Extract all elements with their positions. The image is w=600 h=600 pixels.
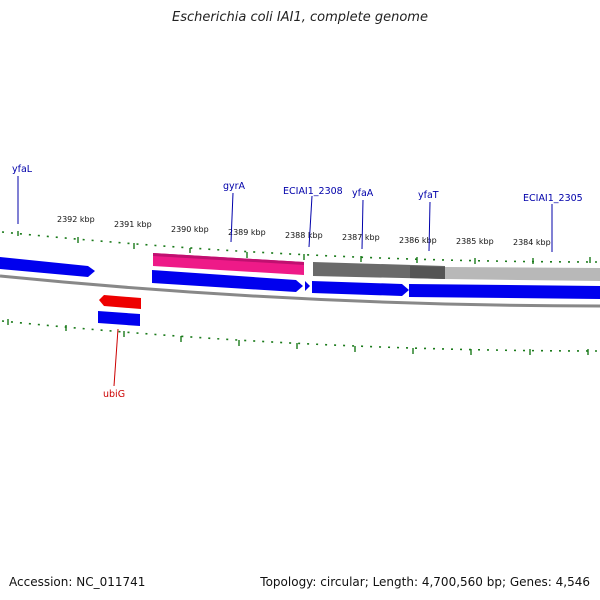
gene-label-yfaL: yfaL	[12, 164, 33, 175]
tick-label: 2391 kbp	[114, 220, 152, 229]
genome-stats: Topology: circular; Length: 4,700,560 bp…	[260, 575, 590, 589]
cds-ubiG-red	[99, 295, 141, 309]
tick-label: 2385 kbp	[456, 237, 494, 246]
cds-gyrA	[152, 270, 303, 292]
map-title: Escherichia coli IAI1, complete genome	[172, 10, 428, 25]
genes-value: 4,546	[555, 575, 590, 589]
topology-value: circular;	[320, 575, 369, 589]
gene-labels: yfaL gyrA ECIAI1_2308 yfaA yfaT ECIAI1_2…	[12, 164, 583, 400]
tick-label: 2384 kbp	[513, 238, 551, 247]
topology-label: Topology:	[260, 575, 317, 589]
feature-gray-mid	[410, 266, 445, 279]
genes-label: Genes:	[509, 575, 552, 589]
tick-label: 2390 kbp	[171, 225, 209, 234]
gene-label-ECIAI1-2308: ECIAI1_2308	[283, 186, 343, 197]
length-label: Length:	[372, 575, 419, 589]
tick-label: 2387 kbp	[342, 233, 380, 242]
tick-label: 2388 kbp	[285, 231, 323, 240]
tick-label: 2389 kbp	[228, 228, 266, 237]
genome-backbone	[0, 274, 600, 308]
cds-ubiG-blue	[98, 311, 140, 326]
accession-label: Accession:	[9, 575, 73, 589]
upper-major-ticks	[17, 231, 591, 264]
tick-label: 2392 kbp	[57, 215, 95, 224]
cds-yfaT	[409, 284, 600, 299]
gene-label-yfaT: yfaT	[418, 190, 439, 201]
accession-info: Accession: NC_011741	[9, 575, 145, 589]
tick-label: 2386 kbp	[399, 236, 437, 245]
gene-label-ECIAI1-2305: ECIAI1_2305	[523, 193, 583, 204]
feature-pink-shade	[153, 253, 304, 265]
cds-yfaL	[0, 257, 95, 277]
gene-label-ubiG: ubiG	[103, 389, 125, 400]
accession-value: NC_011741	[76, 575, 146, 589]
lower-major-ticks	[7, 319, 589, 355]
tick-labels: 2392 kbp 2391 kbp 2390 kbp 2389 kbp 2388…	[57, 215, 551, 247]
feature-pink	[153, 253, 304, 275]
gene-label-gyrA: gyrA	[223, 181, 246, 192]
length-value: 4,700,560 bp;	[421, 575, 507, 589]
gene-leaders	[17, 176, 553, 387]
feature-gray-light	[445, 267, 600, 281]
cds-yfaA	[312, 281, 409, 296]
lower-tick-row	[1, 320, 600, 352]
cds-ECIAI1-2308	[305, 281, 310, 291]
gene-label-yfaA: yfaA	[352, 188, 374, 199]
